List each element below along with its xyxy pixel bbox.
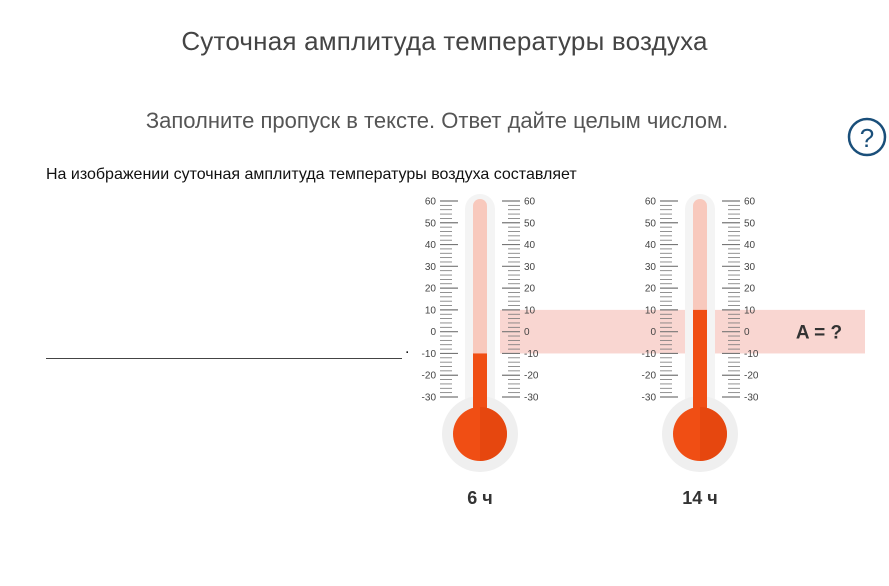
tick-label-right: 40	[524, 240, 536, 251]
tick-label-right: 10	[744, 305, 756, 316]
tick-label-right: 50	[744, 218, 756, 229]
tick-label-left: 20	[645, 284, 657, 295]
instruction-text: Заполните пропуск в тексте. Ответ дайте …	[145, 108, 729, 133]
tick-label-right: 0	[524, 327, 530, 338]
tick-label-left: 50	[425, 218, 437, 229]
tick-label-right: 20	[744, 284, 756, 295]
tick-label-left: -10	[642, 349, 657, 360]
tick-label-left: 30	[645, 262, 657, 273]
tick-label-left: 50	[645, 218, 657, 229]
svg-text:?: ?	[860, 123, 874, 153]
tick-label-left: 30	[425, 262, 437, 273]
tick-label-right: 30	[524, 262, 536, 273]
tick-label-left: -20	[642, 371, 657, 382]
tick-label-right: 60	[744, 197, 756, 208]
tick-label-left: 0	[650, 327, 656, 338]
answer-input[interactable]	[46, 336, 402, 359]
tick-label-right: 30	[744, 262, 756, 273]
tick-label-right: -20	[524, 371, 539, 382]
tick-label-right: -30	[524, 393, 539, 404]
tick-label-right: 50	[524, 218, 536, 229]
mercury-column	[693, 309, 707, 428]
thermometer-14h: 60 50 40 30 20 10 0 -10 -20 -30 60 50 40 30 20 10 0 -10 -2…	[642, 194, 759, 472]
tick-label-left: 10	[425, 305, 437, 316]
time-label-14h: 14 ч	[682, 488, 717, 508]
question-circle-icon: ?	[847, 117, 887, 157]
tick-label-left: -30	[642, 393, 657, 404]
tick-label-left: 40	[645, 240, 657, 251]
tick-label-left: -30	[422, 393, 437, 404]
tick-label-left: -10	[422, 349, 437, 360]
tick-label-left: 0	[430, 327, 436, 338]
tick-label-left: -20	[422, 371, 437, 382]
thermometers-illustration: 60 50 40 30 20 10 0 -10 -20 -30 60 50 40 30 20 10 0 -10 -2…	[422, 194, 865, 508]
time-label-6h: 6 ч	[467, 488, 492, 508]
tick-label-right: 0	[744, 327, 750, 338]
scale-ticks: 60 50 40 30 20 10 0 -10 -20 -30 60 50 40 30 20 10 0 -10 -2…	[422, 197, 539, 404]
tick-label-right: 60	[524, 197, 536, 208]
help-button[interactable]: ?	[847, 115, 887, 159]
scale-ticks: 60 50 40 30 20 10 0 -10 -20 -30 60 50 40 30 20 10 0 -10 -2…	[642, 197, 759, 404]
tick-label-right: 20	[524, 284, 536, 295]
tick-label-right: -10	[524, 349, 539, 360]
bulb-shade	[700, 407, 727, 461]
tick-label-left: 20	[425, 284, 437, 295]
tick-label-left: 60	[425, 197, 437, 208]
tick-label-left: 60	[645, 197, 657, 208]
tick-label-right: -30	[744, 393, 759, 404]
sentence-period: .	[405, 340, 410, 357]
amplitude-band	[500, 309, 865, 354]
tick-label-right: 10	[524, 305, 536, 316]
question-text: На изображении суточная амплитуда темпер…	[46, 166, 577, 183]
tick-label-right: 40	[744, 240, 756, 251]
tick-label-right: -10	[744, 349, 759, 360]
tick-label-right: -20	[744, 371, 759, 382]
page-title: Суточная амплитуда температуры воздуха	[181, 26, 708, 56]
bulb-shade	[480, 407, 507, 461]
thermometer-6h: 60 50 40 30 20 10 0 -10 -20 -30 60 50 40 30 20 10 0 -10 -2…	[422, 194, 539, 472]
tick-label-left: 10	[645, 305, 657, 316]
amplitude-label: A = ?	[796, 323, 842, 344]
tick-label-left: 40	[425, 240, 437, 251]
